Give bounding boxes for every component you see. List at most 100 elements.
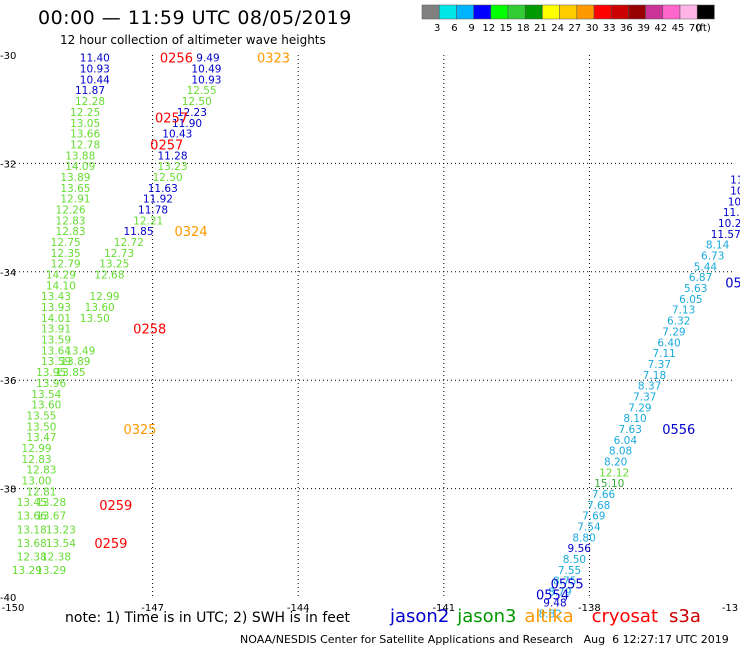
wave-height-value: 8.08 [609, 446, 632, 458]
wave-height-value: 12.25 [70, 107, 100, 119]
wave-height-value: 8.75 [553, 576, 576, 588]
wave-height-value: 13.23 [46, 524, 76, 536]
pass-time-label: 055 [725, 277, 740, 292]
wave-height-value: 11.61 [723, 207, 740, 219]
wave-height-value: 13.50 [80, 313, 110, 325]
wave-height-value: 12.83 [56, 226, 86, 238]
wave-height-value: 10.20 [718, 218, 740, 230]
wave-height-value: 12.38 [17, 551, 47, 563]
wave-height-value: 13.47 [26, 432, 56, 444]
wave-height-value: 7.11 [652, 348, 675, 360]
units-note: note: 1) Time is in UTC; 2) SWH is in fe… [65, 610, 351, 626]
wave-height-value: 12.35 [51, 248, 81, 260]
wave-height-value: 7.66 [592, 489, 616, 501]
wave-height-value: 10.44 [80, 74, 110, 86]
wave-height-value: 13.29 [12, 565, 42, 577]
wave-height-value: 14.09 [65, 161, 95, 173]
wave-height-value: 10.93 [191, 74, 221, 86]
pass-time-label: 0256 [160, 52, 193, 67]
lon-tick-label: -147 [141, 603, 164, 614]
lat-tick-label: -36 [0, 376, 16, 387]
wave-height-value: 13.59 [41, 335, 71, 347]
wave-height-value: 12.78 [70, 139, 100, 151]
wave-height-value: 13.50 [26, 421, 56, 433]
satellite-name-jason2: jason2 [390, 606, 450, 627]
wave-height-value: 13.59 [41, 356, 71, 368]
legend-label: 30 [586, 23, 599, 34]
lat-tick-label: -34 [0, 268, 16, 279]
wave-height-value: 12.83 [26, 465, 56, 477]
legend-label: 33 [603, 23, 616, 34]
wave-height-value: 14.10 [46, 280, 76, 292]
wave-height-value: 13.28 [36, 497, 66, 509]
wave-height-value: 11.63 [148, 183, 178, 195]
wave-height-value: 13.60 [31, 400, 61, 412]
wave-height-value: 9.48 [543, 597, 566, 609]
pass-time-label: 0323 [257, 52, 290, 67]
lon-tick-label: -13 [722, 603, 738, 614]
legend-label: 39 [637, 23, 650, 34]
wave-height-value: 12.99 [22, 443, 52, 455]
legend-label: 3 [434, 23, 440, 34]
wave-height-value: 8.79 [548, 587, 571, 599]
wave-height-value: 13.95 [36, 367, 66, 379]
wave-height-value: 13.00 [22, 475, 52, 487]
wave-height-value: 13.54 [46, 538, 76, 550]
pass-time-label: 0554 [536, 588, 569, 603]
pass-time-label: 0258 [133, 323, 166, 338]
wave-height-value: 11.78 [138, 204, 168, 216]
wave-height-value: 12.12 [599, 467, 629, 479]
wave-height-value: 13.64 [41, 345, 71, 357]
wave-height-value: 13.60 [85, 302, 115, 314]
pass-time-label: 0257 [155, 111, 188, 126]
wave-height-value: 9.56 [568, 543, 592, 555]
wave-height-value: 7.29 [662, 326, 685, 338]
legend-swatch [696, 4, 715, 20]
wave-height-value: 13.23 [157, 161, 187, 173]
satellite-name-altika: altika [524, 606, 574, 627]
pass-time-label: 0555 [551, 577, 584, 592]
satellite-name-jason3: jason3 [457, 606, 517, 627]
lon-tick-label: -150 [2, 603, 25, 614]
legend-label: 12 [482, 23, 495, 34]
wave-height-value: 11.28 [157, 150, 187, 162]
wave-height-value: 13.29 [36, 565, 66, 577]
wave-height-value: 8.14 [706, 240, 730, 252]
wave-height-value: 10.4 [728, 196, 740, 208]
legend-label: 70 [689, 23, 702, 34]
wave-height-value: 6.73 [701, 251, 724, 263]
wave-height-value: 7.63 [619, 424, 642, 436]
lon-tick-label: -141 [432, 603, 455, 614]
wave-height-value: 8.10 [623, 413, 646, 425]
legend-label: 36 [620, 23, 633, 34]
legend-label: 27 [568, 23, 581, 34]
wave-height-value: 11.40 [80, 53, 110, 65]
wave-height-value: 13.89 [60, 172, 90, 184]
wave-height-value: 6.32 [667, 316, 690, 328]
wave-height-value: 6.04 [614, 435, 638, 447]
lat-tick-label: -40 [0, 593, 16, 604]
wave-height-value: 10.93 [80, 64, 110, 76]
wave-height-value: 12.68 [94, 270, 124, 282]
wave-height-value: 13.93 [41, 302, 71, 314]
wave-height-value: 5.44 [694, 261, 718, 273]
pass-time-label: 0257 [150, 138, 183, 153]
pass-time-label: 0556 [662, 423, 695, 438]
wave-height-value: 13.25 [99, 259, 129, 271]
footer-credit: NOAA/NESDIS Center for Satellite Applica… [240, 633, 729, 646]
wave-height-value: 7.69 [582, 511, 605, 523]
lat-tick-label: -38 [0, 485, 16, 496]
wave-height-value: 13.66 [70, 129, 100, 141]
wave-height-value: 11.85 [123, 226, 153, 238]
pass-time-label: 0325 [123, 423, 156, 438]
wave-height-value: 12.38 [41, 551, 71, 563]
wave-height-value: 12.50 [182, 96, 212, 108]
wave-height-value: 13.55 [26, 410, 56, 422]
lat-tick-label: -30 [0, 51, 16, 62]
wave-height-value: 7.18 [643, 370, 666, 382]
wave-height-value: 5.63 [684, 283, 707, 295]
wave-height-value: 13.91 [41, 324, 71, 336]
wave-height-value: 13.66 [17, 511, 47, 523]
wave-height-value: 12.75 [51, 237, 81, 249]
